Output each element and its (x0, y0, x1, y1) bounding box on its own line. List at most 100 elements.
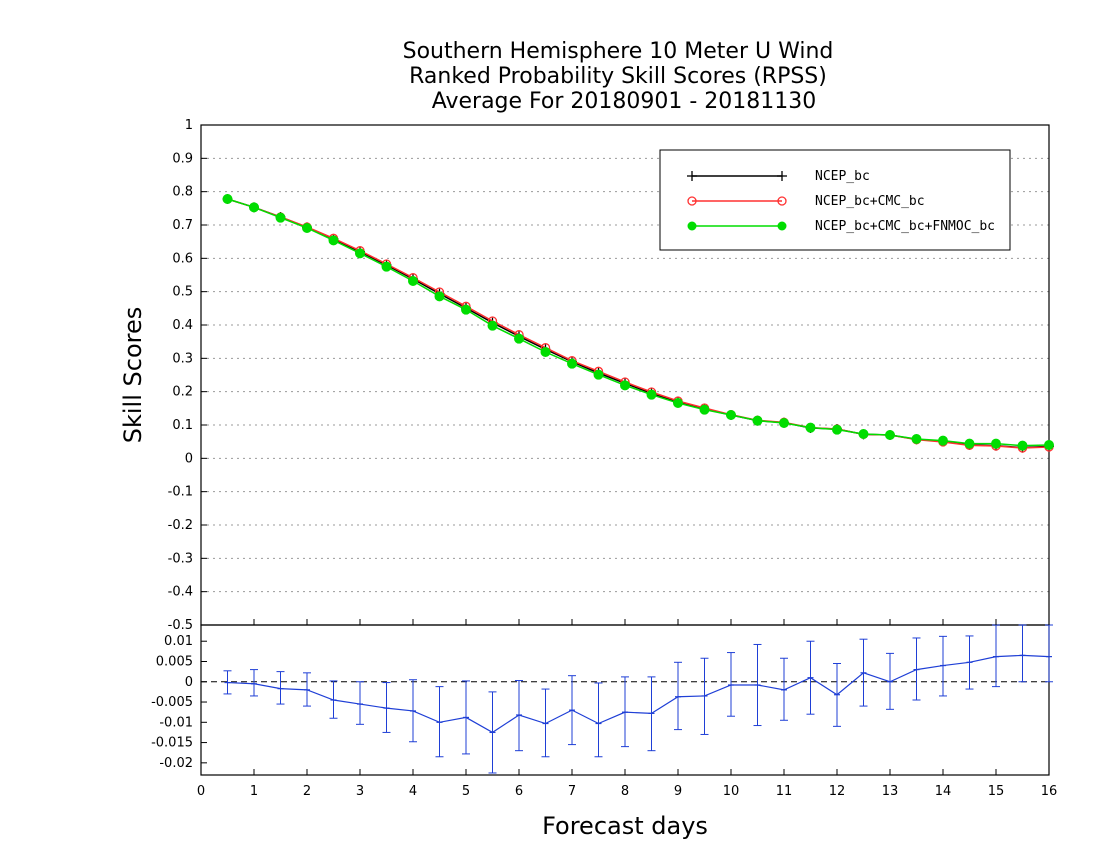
x-tick-label: 11 (776, 784, 793, 799)
marker-filled-circle (328, 235, 339, 246)
legend-marker (777, 221, 787, 231)
marker-filled-circle (434, 291, 445, 302)
marker-filled-circle (302, 223, 312, 233)
error-bar (1018, 624, 1027, 683)
x-tick-label: 9 (674, 784, 682, 799)
marker-filled-circle (1017, 440, 1028, 451)
x-tick-label: 6 (515, 784, 523, 799)
x-tick-label: 14 (935, 784, 952, 799)
top-y-tick-label: -0.2 (168, 518, 193, 533)
error-bar (727, 652, 735, 717)
legend-marker (687, 196, 697, 206)
marker-filled-circle (275, 212, 286, 223)
marker-filled-circle (381, 261, 392, 272)
x-tick-label: 0 (197, 784, 205, 799)
x-tick-label: 15 (988, 784, 1005, 799)
top-y-tick-label: -0.1 (168, 485, 193, 500)
x-tick-label: 8 (621, 784, 629, 799)
legend-marker (777, 196, 787, 206)
y-axis-label: Skill Scores (119, 307, 147, 444)
x-tick-label: 2 (303, 784, 311, 799)
x-tick-label: 7 (568, 784, 576, 799)
error-bar (939, 635, 947, 697)
error-bar (594, 682, 603, 758)
error-bar (356, 681, 364, 725)
top-y-tick-label: -0.5 (168, 618, 193, 633)
marker-filled-circle (858, 429, 869, 439)
error-bar (912, 637, 921, 701)
marker-filled-circle (726, 410, 736, 420)
top-y-tick-label: 0.6 (172, 251, 193, 266)
marker-filled-circle (514, 333, 524, 344)
error-bar (992, 624, 1000, 688)
error-bar (250, 669, 258, 697)
error-bar (674, 661, 682, 731)
top-y-tick-label: 0.3 (172, 351, 193, 366)
marker-filled-circle (752, 415, 763, 426)
legend-box (659, 149, 1011, 251)
marker-filled-circle (991, 438, 1001, 449)
bottom-y-tick-label: -0.015 (151, 736, 193, 751)
marker-filled-circle (911, 434, 922, 444)
x-axis: 0 1 2 3 4 5 6 7 8 9 10 11 12 13 14 15 16 (197, 619, 1057, 799)
top-y-tick-label: 0.7 (172, 218, 193, 233)
chart-title: Southern Hemisphere 10 Meter U Wind Rank… (403, 39, 834, 114)
bottom-y-tick-label: -0.02 (159, 756, 193, 771)
error-bar (1045, 624, 1053, 683)
marker-filled-circle (355, 248, 365, 259)
top-y-tick-label: 0 (185, 451, 193, 466)
title-line-3: Average For 20180901 - 20181130 (432, 89, 817, 114)
marker-filled-circle (699, 404, 710, 415)
error-bar (382, 682, 391, 733)
top-y-tick-label: 0.5 (172, 285, 193, 300)
bottom-y-tick-label: -0.005 (151, 695, 193, 710)
top-y-tick-label: -0.4 (168, 585, 193, 600)
marker-filled-circle (779, 418, 789, 428)
x-tick-label: 1 (250, 784, 258, 799)
marker-filled-circle (249, 202, 259, 213)
title-line-1: Southern Hemisphere 10 Meter U Wind (403, 39, 834, 64)
x-tick-label: 10 (723, 784, 740, 799)
x-tick-label: 5 (462, 784, 470, 799)
bottom-y-tick-label: -0.01 (159, 715, 193, 730)
x-tick-label: 12 (829, 784, 846, 799)
marker-filled-circle (461, 304, 471, 315)
x-tick-label: 16 (1041, 784, 1058, 799)
x-tick-label: 3 (356, 784, 364, 799)
marker-filled-circle (964, 438, 975, 449)
title-line-2: Ranked Probability Skill Scores (RPSS) (409, 64, 827, 89)
marker-filled-circle (805, 422, 816, 433)
legend-label: NCEP_bc+CMC_bc+FNMOC_bc (815, 219, 995, 234)
bottom-y-tick-label: 0.005 (156, 654, 193, 669)
difference-line (227, 654, 1050, 734)
x-tick-label: 13 (882, 784, 899, 799)
top-panel: 1 0.9 0.8 0.7 0.6 0.5 0.4 0.3 0.2 0.1 0 -0.1 -0.2 -0.… (168, 118, 1054, 633)
x-tick-label: 4 (409, 784, 417, 799)
bottom-y-tick-label: 0 (185, 675, 193, 690)
legend-label: NCEP_bc (815, 169, 870, 184)
marker-filled-circle (646, 389, 657, 400)
marker-filled-circle (673, 398, 683, 408)
marker-filled-circle (222, 194, 233, 204)
marker-filled-circle (832, 424, 842, 435)
top-y-tick-label: 0.1 (172, 418, 193, 433)
marker-filled-circle (408, 276, 418, 286)
marker-filled-circle (1044, 440, 1054, 450)
marker-filled-circle (938, 435, 948, 446)
top-y-tick-label: 0.9 (172, 151, 193, 166)
top-y-tick-label: 0.2 (172, 385, 193, 400)
top-y-tick-label: 0.8 (172, 185, 193, 200)
bottom-panel: 0.01 0.005 0 -0.005 -0.01 -0.015 -0.02 (151, 624, 1053, 776)
legend-marker (687, 221, 697, 231)
error-bar (276, 671, 285, 705)
marker-filled-circle (540, 347, 551, 357)
bottom-y-tick-label: 0.01 (164, 634, 193, 649)
top-y-tick-label: 1 (185, 118, 193, 133)
top-y-tick-label: -0.3 (168, 551, 193, 566)
legend-label: NCEP_bc+CMC_bc (815, 194, 925, 209)
marker-filled-circle (567, 358, 577, 369)
x-axis-label: Forecast days (542, 812, 708, 840)
legend: NCEP_bc NCEP_bc+CMC_bc NCEP_bc+CMC_bc+FNMO… (659, 149, 1011, 251)
marker-filled-circle (885, 430, 895, 440)
marker-filled-circle (593, 369, 604, 380)
